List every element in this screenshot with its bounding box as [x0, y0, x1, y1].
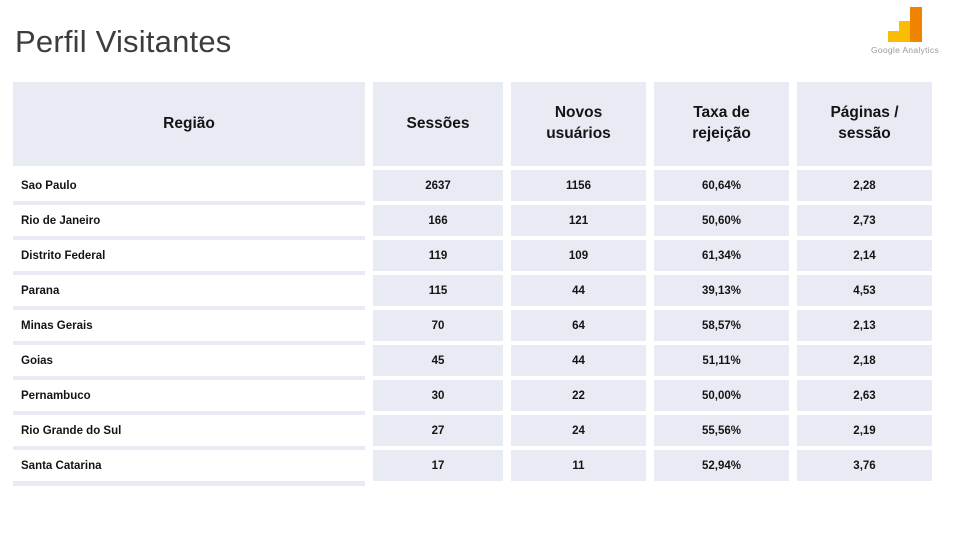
pages-per-session-cell: 3,76: [797, 450, 932, 481]
new-users-cell: 24: [511, 415, 646, 446]
pages-per-session-cell: 2,14: [797, 240, 932, 271]
table-row: Distrito Federal 119 109 61,34% 2,14: [13, 240, 933, 271]
bar-chart-icon-step-2: [899, 21, 910, 42]
bar-chart-icon-step-1: [888, 31, 899, 42]
new-users-cell: 44: [511, 345, 646, 376]
new-users-cell: 121: [511, 205, 646, 236]
sessions-cell: 27: [373, 415, 503, 446]
new-users-cell: 44: [511, 275, 646, 306]
region-cell: Minas Gerais: [13, 310, 365, 341]
bounce-rate-cell: 39,13%: [654, 275, 789, 306]
sessions-cell: 115: [373, 275, 503, 306]
pages-per-session-cell: 2,13: [797, 310, 932, 341]
new-users-cell: 1156: [511, 170, 646, 201]
page-title: Perfil Visitantes: [15, 24, 232, 59]
new-users-cell: 22: [511, 380, 646, 411]
sessions-cell: 17: [373, 450, 503, 481]
region-cell: Sao Paulo: [13, 170, 365, 201]
table-row: Goias 45 44 51,11% 2,18: [13, 345, 933, 376]
pages-per-session-cell: 2,28: [797, 170, 932, 201]
bounce-rate-cell: 58,57%: [654, 310, 789, 341]
region-cell: Rio Grande do Sul: [13, 415, 365, 446]
sessions-cell: 70: [373, 310, 503, 341]
google-analytics-logo: Google Analytics: [861, 7, 949, 55]
bounce-rate-cell: 51,11%: [654, 345, 789, 376]
sessions-cell: 2637: [373, 170, 503, 201]
header-cell-pages-per-session: Páginas / sessão: [797, 82, 932, 166]
pages-per-session-cell: 2,73: [797, 205, 932, 236]
region-cell: Goias: [13, 345, 365, 376]
region-cell: Distrito Federal: [13, 240, 365, 271]
region-cell: Parana: [13, 275, 365, 306]
region-cell: Santa Catarina: [13, 450, 365, 481]
sessions-cell: 30: [373, 380, 503, 411]
table-row: Rio Grande do Sul 27 24 55,56% 2,19: [13, 415, 933, 446]
pages-per-session-cell: 4,53: [797, 275, 932, 306]
header-cell-new-users: Novos usuários: [511, 82, 646, 166]
bounce-rate-cell: 55,56%: [654, 415, 789, 446]
bar-chart-icon-step-3: [910, 7, 922, 42]
header-cell-region: Região: [13, 82, 365, 166]
new-users-cell: 11: [511, 450, 646, 481]
table-row: Santa Catarina 17 11 52,94% 3,76: [13, 450, 933, 481]
sessions-cell: 119: [373, 240, 503, 271]
table-row: Pernambuco 30 22 50,00% 2,63: [13, 380, 933, 411]
header-cell-sessions: Sessões: [373, 82, 503, 166]
bounce-rate-cell: 61,34%: [654, 240, 789, 271]
bounce-rate-cell: 52,94%: [654, 450, 789, 481]
pages-per-session-cell: 2,18: [797, 345, 932, 376]
pages-per-session-cell: 2,19: [797, 415, 932, 446]
region-cell: Rio de Janeiro: [13, 205, 365, 236]
new-users-cell: 64: [511, 310, 646, 341]
sessions-cell: 166: [373, 205, 503, 236]
header-cell-bounce-rate: Taxa de rejeição: [654, 82, 789, 166]
table-row: Parana 115 44 39,13% 4,53: [13, 275, 933, 306]
bounce-rate-cell: 50,60%: [654, 205, 789, 236]
table-row: Rio de Janeiro 166 121 50,60% 2,73: [13, 205, 933, 236]
table-header-row: Região Sessões Novos usuários Taxa de re…: [13, 82, 933, 166]
google-analytics-logo-label: Google Analytics: [870, 45, 940, 55]
table-row: Sao Paulo 2637 1156 60,64% 2,28: [13, 170, 933, 201]
table-row: Minas Gerais 70 64 58,57% 2,13: [13, 310, 933, 341]
bounce-rate-cell: 50,00%: [654, 380, 789, 411]
bar-chart-icon: [861, 7, 949, 42]
bounce-rate-cell: 60,64%: [654, 170, 789, 201]
new-users-cell: 109: [511, 240, 646, 271]
visitors-table: Região Sessões Novos usuários Taxa de re…: [13, 82, 933, 485]
region-cell: Pernambuco: [13, 380, 365, 411]
pages-per-session-cell: 2,63: [797, 380, 932, 411]
sessions-cell: 45: [373, 345, 503, 376]
